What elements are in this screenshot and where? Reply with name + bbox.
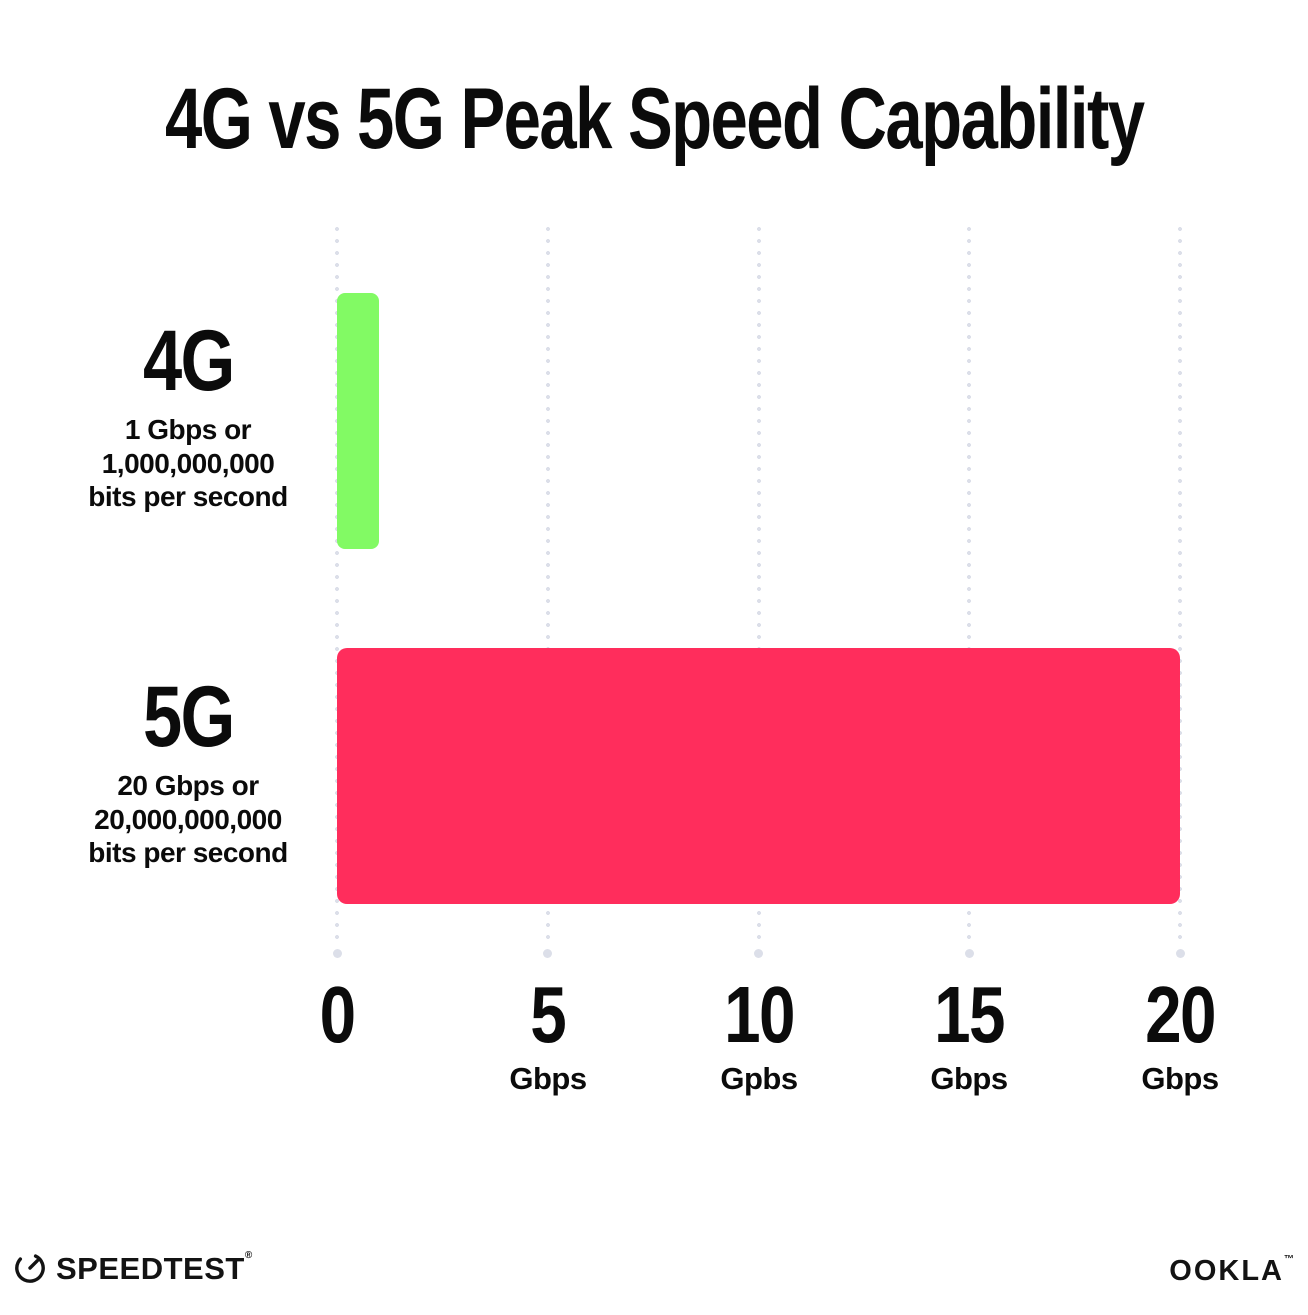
bar-4g [337, 293, 380, 549]
speedtest-registered-mark: ® [244, 1249, 253, 1261]
row-label-4g-description: 1 Gbps or 1,000,000,000 bits per second [38, 413, 338, 514]
ookla-logo: OOKLA™ [1169, 1254, 1296, 1287]
bar-5g [337, 648, 1180, 904]
row-label-5g-desc-line1: 20 Gbps or [117, 770, 259, 801]
x-axis-tick-20: 20 Gbps [1138, 975, 1223, 1097]
gridline-20 [1177, 223, 1183, 946]
row-label-5g-desc-line3: bits per second [88, 837, 288, 869]
ookla-trademark-mark: ™ [1284, 1254, 1296, 1265]
x-axis-tick-15-unit: Gbps [930, 1061, 1008, 1096]
x-axis-tick-20-value: 20 [1145, 970, 1216, 1059]
x-axis-tick-5: 5 Gbps [509, 970, 587, 1097]
row-label-5g-desc-line2: 20,000,000,000 [94, 803, 282, 835]
x-axis-tick-15-value: 15 [934, 970, 1005, 1059]
page-title-text: 4G vs 5G Peak Speed Capability [164, 70, 1145, 167]
bar-chart-plot-area [334, 223, 1183, 960]
row-label-5g: 5G 20 Gbps or 20,000,000,000 bits per se… [38, 674, 338, 870]
x-axis-tick-0-value: 0 [319, 970, 356, 1059]
page-title: 4G vs 5G Peak Speed Capability [0, 70, 1308, 167]
x-axis-tick-20-unit: Gbps [1141, 1061, 1219, 1096]
gridline-10 [756, 223, 761, 946]
ookla-wordmark: OOKLA [1169, 1255, 1284, 1287]
row-label-4g-desc-line1: 1 Gbps or [124, 414, 252, 445]
row-label-4g-desc-line2: 1,000,000,000 [101, 447, 275, 479]
speedtest-logo: SPEEDTEST® [13, 1249, 253, 1286]
x-axis-tick-5-value: 5 [530, 970, 567, 1059]
speedtest-wordmark: SPEEDTEST® [56, 1249, 253, 1286]
x-axis-tick-0: 0 [316, 975, 359, 1061]
gridline-5 [545, 223, 551, 946]
x-axis-tick-10-unit: Gpbs [720, 1061, 798, 1096]
x-axis-tick-10: 10 Gpbs [717, 975, 802, 1097]
row-label-4g-title: 4G [142, 313, 235, 409]
row-label-4g: 4G 1 Gbps or 1,000,000,000 bits per seco… [38, 318, 338, 514]
gridline-15 [966, 223, 972, 946]
row-label-4g-desc-line3: bits per second [88, 481, 288, 513]
speedtest-gauge-icon [15, 1253, 45, 1283]
row-label-5g-description: 20 Gbps or 20,000,000,000 bits per secon… [38, 769, 338, 870]
gridline-0 [334, 223, 340, 946]
x-axis-tick-10-value: 10 [724, 970, 795, 1059]
row-label-5g-title: 5G [142, 669, 235, 765]
x-axis-tick-5-unit: Gbps [509, 1061, 587, 1096]
x-axis-tick-15: 15 Gbps [927, 975, 1012, 1097]
